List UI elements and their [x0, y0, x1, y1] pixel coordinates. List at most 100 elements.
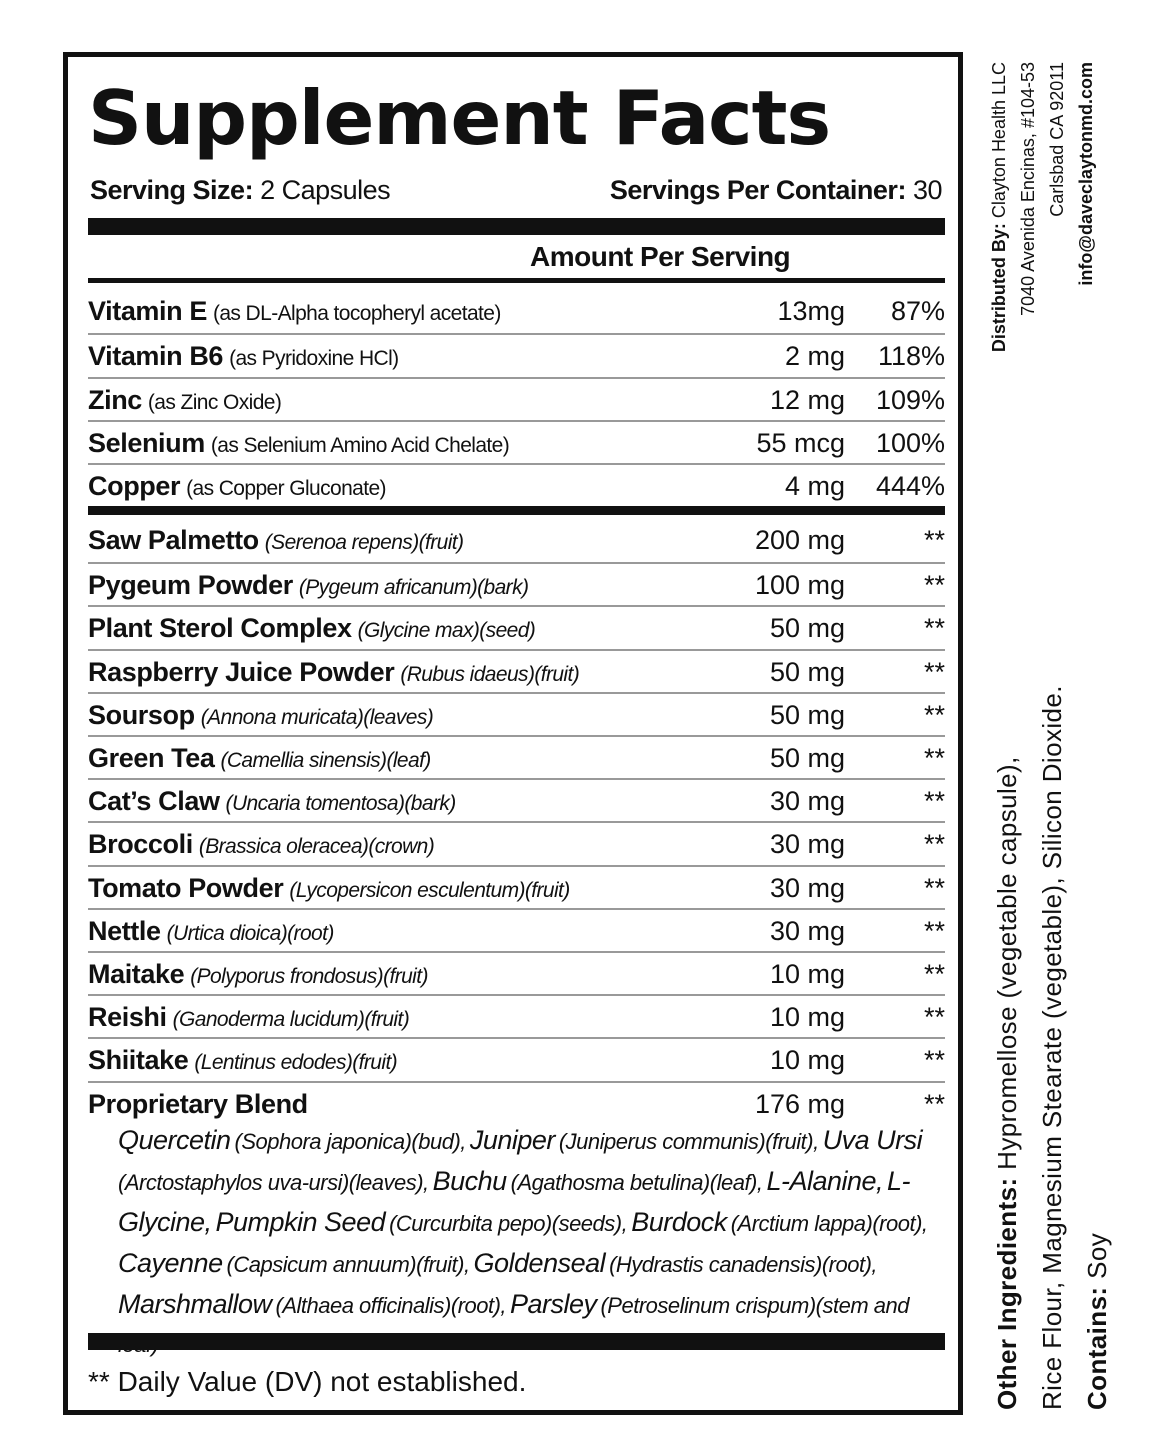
ingredient-source: (Uncaria tomentosa)(bark): [225, 792, 457, 816]
ingredient-name: Green Tea: [88, 743, 215, 773]
blend-ingredient-name: Burdock: [631, 1207, 727, 1237]
ingredient-source: (as DL-Alpha tocopheryl acetate): [212, 302, 501, 325]
ingredient-source: (Polyporus frondosus)(fruit): [190, 965, 428, 988]
fact-row: Green Tea (Camellia sinensis)(leaf) 50 mg *…: [88, 735, 945, 778]
ingredient-source: (Urtica dioica)(root): [166, 921, 335, 945]
other-ingredients-label: Other Ingredients:: [992, 1177, 1022, 1410]
ingredient-name: Vitamin E: [88, 296, 207, 326]
fact-row: Vitamin B6 (as Pyridoxine HCl) 2 mg 118%: [88, 333, 945, 376]
daily-value: 109%: [875, 384, 945, 415]
blend-ingredient-source: (Curcurbita pepo)(seeds),: [389, 1211, 628, 1236]
daily-value: **: [923, 656, 945, 687]
distributor-label: Distributed By:: [989, 223, 1009, 353]
contains: Contains: Soy: [1075, 540, 1120, 1410]
blend-ingredient-name: L-Glycine,: [118, 1166, 911, 1237]
daily-value: **: [923, 1045, 945, 1076]
amount-header: Amount Per Serving: [530, 241, 791, 272]
amount: 2 mg: [784, 341, 845, 372]
blend-ingredient-name: Uva Ursi: [822, 1125, 923, 1155]
distributor-name: Clayton Health LLC: [989, 62, 1009, 219]
amount: 30 mg: [769, 915, 845, 946]
blend-ingredient-source: (Sophora japonica)(bud),: [234, 1129, 467, 1154]
ingredient-name: Proprietary Blend: [88, 1088, 308, 1119]
ingredient-source: (as Copper Gluconate): [186, 477, 386, 501]
daily-value: **: [923, 525, 945, 555]
footnote: ** Daily Value (DV) not established.: [88, 1366, 527, 1397]
contains-text: Soy: [1082, 1232, 1112, 1279]
amount: 55 mcg: [756, 427, 845, 458]
divider-bar: [88, 278, 945, 283]
daily-value: **: [923, 872, 945, 903]
blend-ingredient-source: (Hydrastis canadensis)(root),: [609, 1252, 878, 1277]
blend-ingredient-name: L-Alanine,: [766, 1166, 884, 1196]
amount: 50 mg: [769, 656, 845, 687]
amount: 10 mg: [769, 959, 845, 989]
blend-ingredient-source: (Arctostaphylos uva-ursi)(leaves),: [118, 1170, 429, 1195]
amount: 50 mg: [769, 613, 845, 644]
ingredient-source: (Annona muricata)(leaves): [200, 705, 434, 729]
fact-row: Proprietary Blend 176 mg **: [88, 1080, 945, 1124]
other-info: Other Ingredients: Hypromellose (vegetab…: [985, 540, 1120, 1410]
serving-size: Serving Size: 2 Capsules: [90, 172, 391, 208]
blend-ingredients: Quercetin (Sophora japonica)(bud), Junip…: [118, 1122, 948, 1366]
ingredient-source: (Lentinus edodes)(fruit): [194, 1051, 398, 1075]
ingredient-name: Zinc: [88, 384, 142, 415]
amount: 4 mg: [784, 471, 845, 502]
amount: 100 mg: [754, 570, 845, 601]
blend-ingredient-name: Cayenne: [118, 1248, 223, 1278]
daily-value: **: [923, 743, 945, 773]
daily-value: **: [923, 699, 945, 730]
ingredient-name: Copper: [88, 471, 181, 502]
amount: 50 mg: [769, 743, 845, 773]
amount: 176 mg: [754, 1088, 845, 1119]
address: 7040 Avenida Encinas, #104-53: [1018, 62, 1038, 316]
fact-row: Shiitake (Lentinus edodes)(fruit) 10 mg **: [88, 1037, 945, 1080]
daily-value: **: [923, 786, 945, 817]
fact-row: Maitake (Polyporus frondosus)(fruit) 10 mg…: [88, 951, 945, 994]
ingredient-source: (Lycopersicon esculentum)(fruit): [289, 878, 570, 902]
amount: 12 mg: [769, 384, 845, 415]
other-ingredients-text: Hypromellose (vegetable capsule),: [992, 756, 1022, 1170]
fact-row: Pygeum Powder (Pygeum africanum)(bark) 100…: [88, 562, 945, 605]
ingredient-name: Selenium: [88, 427, 205, 458]
ingredient-source: (as Pyridoxine HCl): [229, 347, 399, 371]
daily-value: **: [923, 829, 945, 860]
daily-value: 87%: [890, 296, 945, 326]
ingredient-name: Nettle: [88, 915, 161, 946]
blend-ingredient-name: Quercetin: [118, 1125, 231, 1155]
ingredient-source: (Camellia sinensis)(leaf): [220, 749, 431, 772]
blend-ingredient-name: Juniper: [469, 1125, 556, 1155]
daily-value: 118%: [877, 341, 945, 372]
ingredient-name: Tomato Powder: [88, 872, 284, 903]
fact-row: Copper (as Copper Gluconate) 4 mg 444%: [88, 463, 945, 506]
ingredient-name: Soursop: [88, 699, 195, 730]
blend-ingredient-name: Goldenseal: [473, 1248, 606, 1278]
other-ingredients-text: Rice Flour, Magnesium Stearate (vegetabl…: [1037, 685, 1067, 1410]
ingredient-source: (as Selenium Amino Acid Chelate): [210, 433, 510, 457]
servings-label: Servings Per Container:: [609, 175, 907, 205]
daily-value: **: [923, 1088, 945, 1119]
ingredient-source: (Rubus idaeus)(fruit): [400, 662, 580, 686]
daily-value: 444%: [875, 471, 945, 502]
ingredient-name: Shiitake: [88, 1045, 189, 1076]
fact-row: Selenium (as Selenium Amino Acid Chelate)…: [88, 419, 945, 463]
amount: 30 mg: [769, 786, 845, 817]
label-border: [63, 52, 963, 1415]
divider-bar: [88, 1333, 945, 1350]
ingredient-source: (Glycine max)(seed): [357, 619, 536, 643]
blend-ingredient-source: (Althaea officinalis)(root),: [275, 1293, 507, 1318]
fact-row: Saw Palmetto (Serenoa repens)(fruit) 200 m…: [88, 519, 945, 562]
ingredient-name: Broccoli: [88, 829, 193, 860]
ingredient-name: Cat’s Claw: [88, 786, 220, 817]
daily-value: **: [923, 1002, 945, 1033]
amount: 13mg: [777, 296, 845, 326]
divider-bar: [88, 218, 945, 235]
amount: 30 mg: [769, 829, 845, 860]
ingredient-name: Raspberry Juice Powder: [88, 656, 395, 687]
serving-size-label: Serving Size:: [90, 175, 254, 205]
daily-value: **: [923, 915, 945, 946]
amount: 10 mg: [769, 1002, 845, 1033]
ingredient-source: (Serenoa repens)(fruit): [264, 531, 464, 554]
ingredient-name: Maitake: [88, 959, 185, 989]
